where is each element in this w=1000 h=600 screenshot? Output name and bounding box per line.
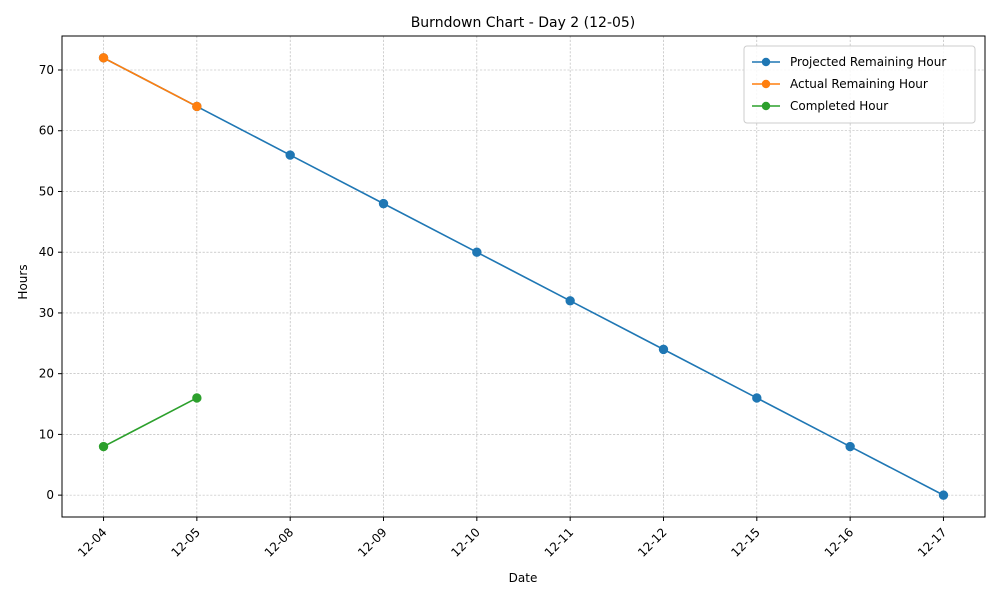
legend-entry-label: Actual Remaining Hour <box>790 77 928 91</box>
y-tick-label: 40 <box>39 245 54 259</box>
data-point <box>752 393 762 403</box>
y-tick-label: 70 <box>39 63 54 77</box>
data-point <box>378 198 389 209</box>
y-tick-label: 20 <box>39 367 54 381</box>
series-actual-remaining-hour <box>98 53 202 112</box>
legend-swatch-marker <box>761 79 771 89</box>
legend: Projected Remaining Hour Actual Remaining… <box>743 45 976 124</box>
series-lines <box>98 53 949 500</box>
data-point <box>472 247 482 257</box>
data-point <box>658 344 669 355</box>
legend-entry-label: Projected Remaining Hour <box>790 55 946 69</box>
data-point <box>565 296 575 306</box>
legend-swatch-marker <box>761 57 771 67</box>
y-tick-label: 30 <box>39 306 54 320</box>
data-point <box>938 490 949 500</box>
y-tick-label: 60 <box>39 124 54 138</box>
plot-frame <box>61 35 986 518</box>
data-point <box>98 441 109 452</box>
data-point <box>845 441 855 452</box>
y-tick-label: 0 <box>46 488 54 502</box>
series-line <box>103 57 198 108</box>
series-line <box>103 57 944 496</box>
legend-box <box>743 45 976 124</box>
legend-swatch-marker <box>761 101 771 111</box>
series-line <box>103 397 198 448</box>
data-point <box>285 150 295 160</box>
data-point <box>192 393 202 403</box>
y-tick-label: 10 <box>39 427 54 441</box>
data-point <box>192 101 202 112</box>
series-completed-hour <box>98 393 202 452</box>
y-axis-label: Hours <box>16 264 30 299</box>
y-tick-label: 50 <box>39 184 54 198</box>
chart-title: Burndown Chart - Day 2 (12-05) <box>411 15 636 31</box>
data-point <box>98 53 109 63</box>
x-axis-label: Date <box>509 571 538 585</box>
legend-entry-label: Completed Hour <box>790 99 888 113</box>
axes <box>58 35 986 521</box>
